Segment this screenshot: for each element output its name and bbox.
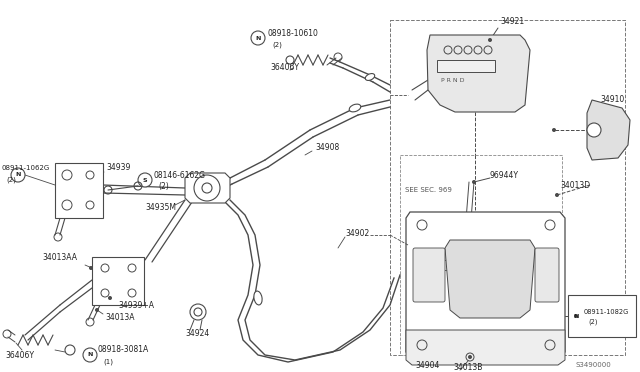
Circle shape: [472, 180, 476, 184]
Text: N: N: [87, 353, 93, 357]
Text: 34013D: 34013D: [560, 180, 590, 189]
Circle shape: [570, 310, 582, 322]
Circle shape: [89, 266, 93, 270]
Text: 34902: 34902: [345, 228, 369, 237]
Text: 08918-10610: 08918-10610: [267, 29, 318, 38]
Circle shape: [574, 314, 578, 318]
Polygon shape: [445, 240, 535, 318]
Text: 34904: 34904: [415, 360, 440, 369]
Circle shape: [552, 128, 556, 132]
Text: 08146-6162G: 08146-6162G: [154, 170, 206, 180]
Text: (2): (2): [158, 183, 169, 192]
Circle shape: [108, 296, 112, 300]
Text: (2): (2): [272, 42, 282, 48]
FancyBboxPatch shape: [400, 155, 562, 355]
Text: 34935M: 34935M: [145, 202, 176, 212]
FancyBboxPatch shape: [437, 60, 495, 72]
Text: 34908: 34908: [315, 144, 339, 153]
Text: 96944Y: 96944Y: [490, 170, 519, 180]
Text: N: N: [15, 173, 20, 177]
Circle shape: [570, 310, 582, 322]
Text: 34013AA: 34013AA: [42, 253, 77, 263]
Polygon shape: [587, 100, 630, 160]
Text: 34921: 34921: [500, 17, 524, 26]
Ellipse shape: [365, 74, 374, 80]
Text: 08911-1062G: 08911-1062G: [2, 165, 51, 171]
Text: N: N: [573, 314, 579, 318]
Circle shape: [251, 31, 265, 45]
Text: P R N D: P R N D: [441, 77, 465, 83]
Polygon shape: [406, 212, 565, 358]
Circle shape: [555, 193, 559, 197]
Text: S3490000: S3490000: [575, 362, 611, 368]
Circle shape: [95, 308, 99, 312]
Circle shape: [83, 348, 97, 362]
Polygon shape: [427, 35, 530, 112]
Text: 34939: 34939: [106, 164, 131, 173]
Text: 08911-1082G: 08911-1082G: [584, 309, 629, 315]
Text: (1): (1): [103, 359, 113, 365]
Text: (2): (2): [6, 177, 16, 183]
FancyBboxPatch shape: [92, 257, 144, 305]
Text: 34910: 34910: [600, 96, 624, 105]
Circle shape: [11, 168, 25, 182]
FancyBboxPatch shape: [55, 163, 103, 218]
Text: S: S: [143, 177, 147, 183]
Circle shape: [488, 38, 492, 42]
Text: 08918-3081A: 08918-3081A: [98, 346, 149, 355]
FancyBboxPatch shape: [535, 248, 559, 302]
Polygon shape: [185, 173, 230, 203]
Text: N: N: [255, 35, 260, 41]
Ellipse shape: [254, 291, 262, 305]
Circle shape: [468, 355, 472, 359]
FancyBboxPatch shape: [390, 20, 625, 355]
FancyBboxPatch shape: [568, 295, 636, 337]
Text: 34939+A: 34939+A: [118, 301, 154, 310]
Text: 36406Y: 36406Y: [270, 64, 299, 73]
Text: SEE SEC. 969: SEE SEC. 969: [405, 187, 452, 193]
Polygon shape: [406, 330, 565, 365]
Text: 34013B: 34013B: [453, 363, 483, 372]
Circle shape: [587, 123, 601, 137]
Text: 36406Y: 36406Y: [5, 350, 34, 359]
Text: 34013A: 34013A: [105, 312, 134, 321]
Text: 34924: 34924: [185, 328, 209, 337]
Text: (2): (2): [588, 319, 598, 325]
Ellipse shape: [349, 104, 361, 112]
Circle shape: [138, 173, 152, 187]
FancyBboxPatch shape: [413, 248, 445, 302]
